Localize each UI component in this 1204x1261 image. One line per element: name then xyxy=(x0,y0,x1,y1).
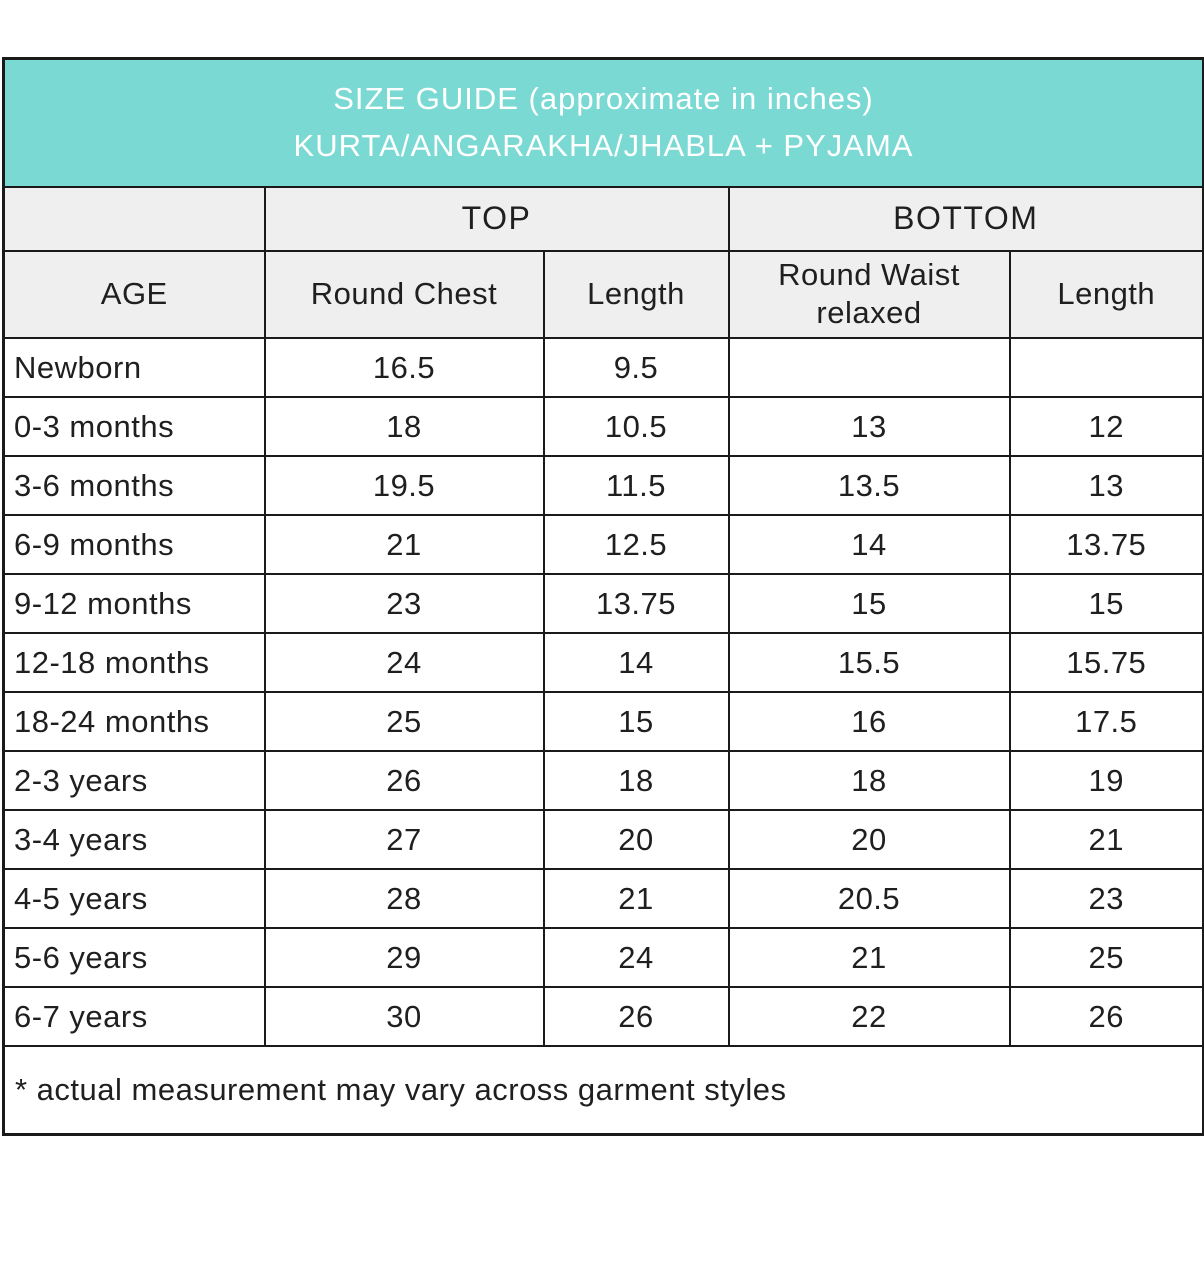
value-cell: 14 xyxy=(727,514,1011,575)
age-cell: 6-9 months xyxy=(2,514,266,575)
value-cell: 15.5 xyxy=(727,632,1011,693)
value-cell: 21 xyxy=(263,514,545,575)
value-cell: 21 xyxy=(1008,809,1204,870)
column-header-age: AGE xyxy=(2,249,266,339)
table-row: 0-3 months 18 10.5 13 12 xyxy=(2,396,1204,457)
value-cell: 18 xyxy=(727,750,1011,811)
value-cell: 24 xyxy=(542,927,730,988)
value-cell: 20.5 xyxy=(727,868,1011,929)
value-cell: 17.5 xyxy=(1008,691,1204,752)
value-cell: 19.5 xyxy=(263,455,545,516)
banner-row: SIZE GUIDE (approximate in inches) KURTA… xyxy=(2,57,1204,188)
value-cell: 24 xyxy=(263,632,545,693)
value-cell: 23 xyxy=(263,573,545,634)
value-cell: 15.75 xyxy=(1008,632,1204,693)
column-header-bottom-length: Length xyxy=(1008,249,1204,339)
age-cell: 9-12 months xyxy=(2,573,266,634)
value-cell: 16.5 xyxy=(263,337,545,398)
value-cell: 30 xyxy=(263,986,545,1047)
value-cell: 15 xyxy=(727,573,1011,634)
age-cell: 6-7 years xyxy=(2,986,266,1047)
table-row: 6-9 months 21 12.5 14 13.75 xyxy=(2,514,1204,575)
value-cell: 29 xyxy=(263,927,545,988)
value-cell: 21 xyxy=(542,868,730,929)
value-cell: 18 xyxy=(263,396,545,457)
value-cell: 15 xyxy=(1008,573,1204,634)
value-cell: 26 xyxy=(263,750,545,811)
value-cell xyxy=(1008,337,1204,398)
value-cell: 21 xyxy=(727,927,1011,988)
value-cell: 9.5 xyxy=(542,337,730,398)
table-row: 6-7 years 30 26 22 26 xyxy=(2,986,1204,1047)
table-row: 2-3 years 26 18 18 19 xyxy=(2,750,1204,811)
value-cell: 12 xyxy=(1008,396,1204,457)
value-cell: 26 xyxy=(542,986,730,1047)
size-guide-table: SIZE GUIDE (approximate in inches) KURTA… xyxy=(2,57,1204,1136)
footnote-text: * actual measurement may vary across gar… xyxy=(2,1045,1204,1135)
footnote-row: * actual measurement may vary across gar… xyxy=(2,1045,1204,1135)
table-row: 3-6 months 19.5 11.5 13.5 13 xyxy=(2,455,1204,516)
age-cell: 4-5 years xyxy=(2,868,266,929)
value-cell: 25 xyxy=(263,691,545,752)
value-cell: 10.5 xyxy=(542,396,730,457)
column-header-round-chest: Round Chest xyxy=(263,249,545,339)
value-cell: 15 xyxy=(542,691,730,752)
value-cell: 28 xyxy=(263,868,545,929)
column-header-round-waist: Round Waist relaxed xyxy=(727,249,1011,339)
age-cell: 18-24 months xyxy=(2,691,266,752)
value-cell: 13 xyxy=(727,396,1011,457)
value-cell: 11.5 xyxy=(542,455,730,516)
value-cell: 23 xyxy=(1008,868,1204,929)
value-cell: 13.75 xyxy=(1008,514,1204,575)
column-header-row: AGE Round Chest Length Round Waist relax… xyxy=(2,249,1204,339)
table-title: SIZE GUIDE (approximate in inches) KURTA… xyxy=(2,57,1204,188)
title-line-2: KURTA/ANGARAKHA/JHABLA + PYJAMA xyxy=(293,127,914,163)
group-header-top: TOP xyxy=(263,185,730,252)
table-row: 12-18 months 24 14 15.5 15.75 xyxy=(2,632,1204,693)
value-cell: 13 xyxy=(1008,455,1204,516)
table-row: 4-5 years 28 21 20.5 23 xyxy=(2,868,1204,929)
value-cell: 25 xyxy=(1008,927,1204,988)
value-cell: 26 xyxy=(1008,986,1204,1047)
value-cell: 18 xyxy=(542,750,730,811)
value-cell: 20 xyxy=(542,809,730,870)
title-line-1: SIZE GUIDE (approximate in inches) xyxy=(333,81,874,117)
table-row: 18-24 months 25 15 16 17.5 xyxy=(2,691,1204,752)
age-cell: 3-6 months xyxy=(2,455,266,516)
value-cell xyxy=(727,337,1011,398)
age-cell: Newborn xyxy=(2,337,266,398)
value-cell: 22 xyxy=(727,986,1011,1047)
value-cell: 16 xyxy=(727,691,1011,752)
value-cell: 13.75 xyxy=(542,573,730,634)
age-cell: 5-6 years xyxy=(2,927,266,988)
group-header-row: TOP BOTTOM xyxy=(2,185,1204,252)
group-header-bottom: BOTTOM xyxy=(727,185,1204,252)
age-cell: 12-18 months xyxy=(2,632,266,693)
value-cell: 13.5 xyxy=(727,455,1011,516)
value-cell: 19 xyxy=(1008,750,1204,811)
table-row: Newborn 16.5 9.5 xyxy=(2,337,1204,398)
group-header-spacer xyxy=(2,185,266,252)
table-row: 3-4 years 27 20 20 21 xyxy=(2,809,1204,870)
age-cell: 0-3 months xyxy=(2,396,266,457)
age-cell: 2-3 years xyxy=(2,750,266,811)
table-row: 9-12 months 23 13.75 15 15 xyxy=(2,573,1204,634)
age-cell: 3-4 years xyxy=(2,809,266,870)
value-cell: 12.5 xyxy=(542,514,730,575)
table-row: 5-6 years 29 24 21 25 xyxy=(2,927,1204,988)
value-cell: 20 xyxy=(727,809,1011,870)
value-cell: 27 xyxy=(263,809,545,870)
column-header-top-length: Length xyxy=(542,249,730,339)
value-cell: 14 xyxy=(542,632,730,693)
